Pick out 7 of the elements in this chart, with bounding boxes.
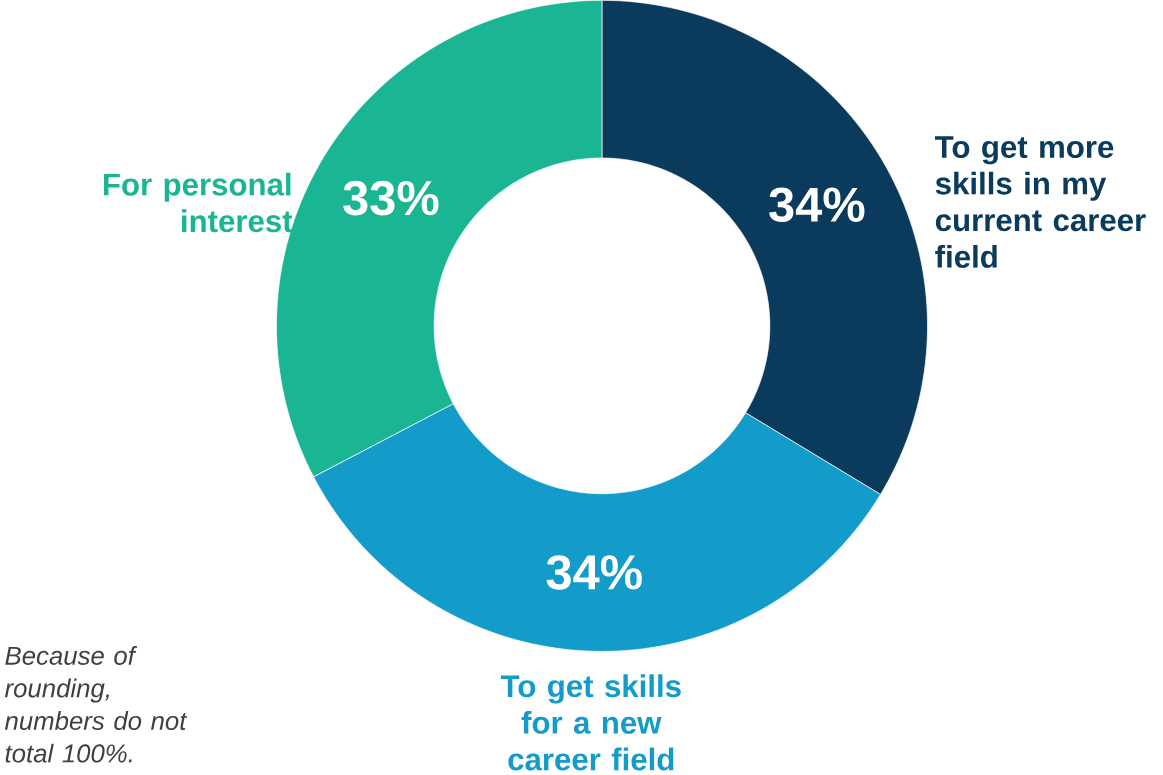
data-label: 34% (769, 187, 865, 223)
slice-label: To get skills for a new career field (500, 674, 681, 771)
text: Because of rounding, numbers do not total 100%. (4, 645, 188, 763)
data-label: 33% (343, 180, 439, 216)
slice-label: For personal interest (103, 172, 293, 233)
data-label: 34% (546, 555, 642, 590)
slice-label: To get more skills in my current career field (935, 136, 1146, 268)
